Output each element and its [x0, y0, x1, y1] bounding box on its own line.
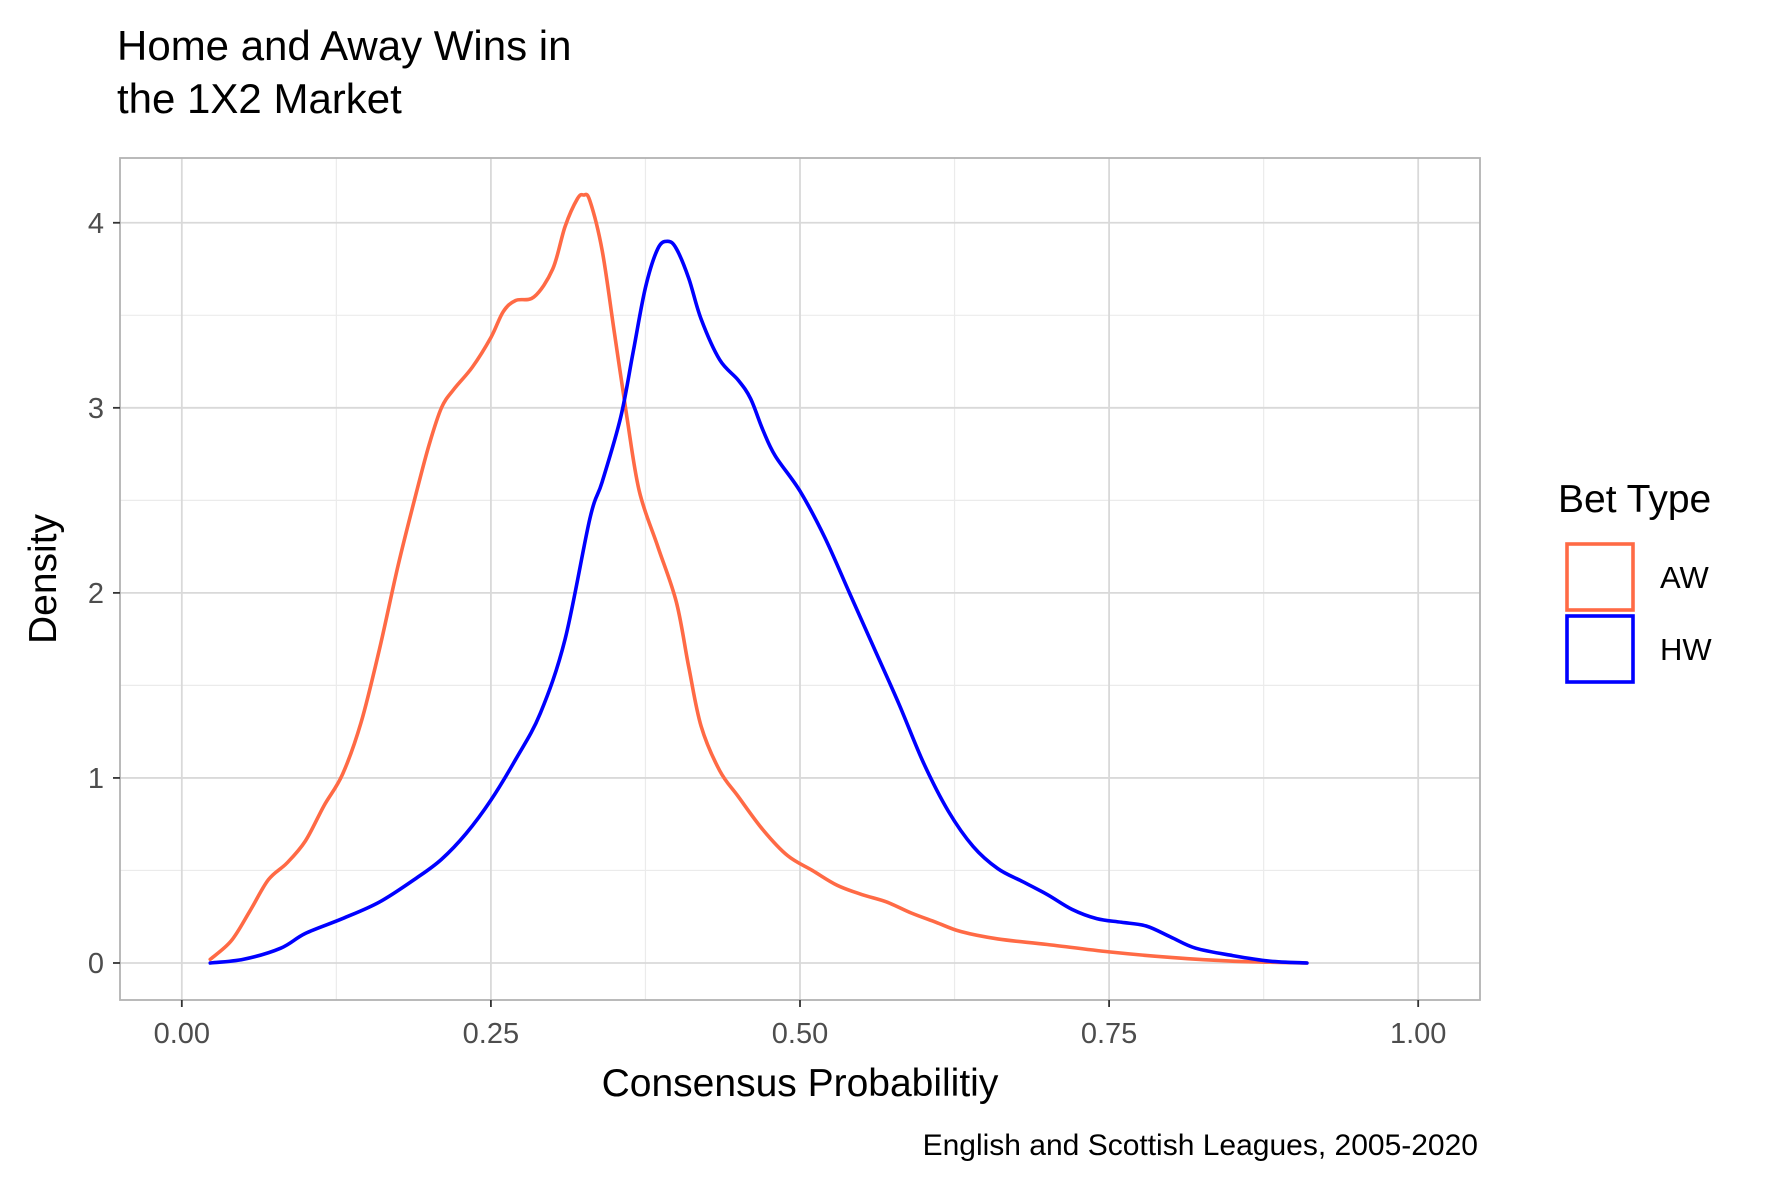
chart-title-line-1: Home and Away Wins in: [117, 22, 571, 69]
density-line-aw: [208, 192, 1309, 965]
x-tick-label: 0.25: [463, 1018, 519, 1050]
density-line-hw: [208, 239, 1309, 965]
x-tick-label: 0.75: [1081, 1018, 1137, 1050]
legend-title: Bet Type: [1558, 478, 1711, 521]
legend-key-aw: [1565, 542, 1635, 612]
chart-caption: English and Scottish Leagues, 2005-2020: [923, 1129, 1478, 1162]
x-tick-label: 0.00: [154, 1018, 210, 1050]
y-axis-ticks: 0 1 2 3 4: [88, 208, 120, 980]
legend-key-hw: [1565, 614, 1635, 684]
y-tick-label: 4: [88, 208, 104, 240]
y-tick-label: 3: [88, 393, 104, 425]
chart-title-line-2: the 1X2 Market: [117, 75, 402, 122]
legend-label-hw: HW: [1660, 632, 1712, 667]
y-tick-label: 1: [88, 763, 104, 795]
y-tick-label: 0: [88, 948, 104, 980]
series-lines: [208, 192, 1309, 965]
legend: Bet Type AW HW: [1558, 478, 1712, 684]
x-tick-label: 0.50: [772, 1018, 828, 1050]
legend-items: AW HW: [1565, 542, 1712, 684]
legend-item-aw: AW: [1565, 542, 1710, 612]
y-tick-label: 2: [88, 578, 104, 610]
x-tick-label: 1.00: [1390, 1018, 1446, 1050]
x-axis-label: Consensus Probabilitiy: [602, 1062, 999, 1105]
legend-label-aw: AW: [1660, 560, 1710, 595]
legend-item-hw: HW: [1565, 614, 1712, 684]
x-axis-ticks: 0.00 0.25 0.50 0.75 1.00: [154, 1000, 1446, 1050]
y-axis-label: Density: [22, 513, 65, 644]
grid-lines: [120, 158, 1480, 1000]
